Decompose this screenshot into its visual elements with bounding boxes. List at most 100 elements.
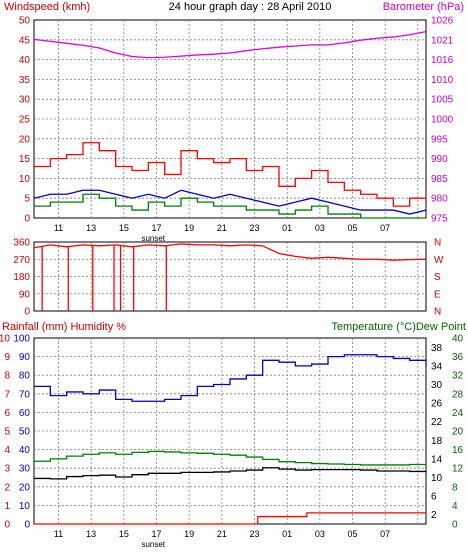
y-tick-label: 8 (4, 371, 10, 382)
y-tick-label: 4 (4, 445, 10, 456)
y-tick-label: 20 (452, 427, 464, 438)
y-tick-label: 0 (24, 307, 30, 318)
y-tick-label: 12 (452, 464, 464, 475)
y-tick-label: 180 (13, 272, 30, 283)
y-tick-label: 34 (431, 361, 443, 372)
humidity-line (34, 354, 427, 402)
y-tick-label: 20 (19, 482, 31, 493)
y-tick-label: 10 (19, 174, 31, 185)
y-tick-label: 50 (19, 16, 31, 27)
x-tick-label: 23 (249, 223, 259, 233)
y-tick-label: 10 (431, 473, 443, 484)
x-tick-label: 15 (119, 223, 129, 233)
x-tick-label: 23 (249, 529, 259, 539)
y-tick-label: 2 (4, 482, 10, 493)
y-tick-label: 270 (13, 255, 30, 266)
rain-humidity-temperature-panel: 0123456789100102030405060708090100048121… (0, 334, 464, 550)
y-tick-label: 0 (24, 520, 30, 531)
rain-humidity-axis-label: Rainfall (mm) Humidity % (2, 321, 126, 333)
sunset-label: sunset (141, 540, 165, 549)
y-tick-label: 980 (431, 194, 448, 205)
wind-lull-line (34, 193, 426, 219)
y-tick-label: 7 (4, 389, 10, 400)
x-tick-label: 13 (86, 223, 96, 233)
y-tick-label: 50 (19, 427, 31, 438)
y-tick-label: 10 (0, 334, 10, 345)
y-tick-label: 0 (24, 214, 30, 225)
y-tick-label: 995 (431, 134, 448, 145)
barometer-line (33, 31, 427, 59)
page-title: 24 hour graph day : 28 April 2010 (169, 1, 332, 13)
y-tick-label: 28 (452, 389, 464, 400)
y-tick-label: 40 (452, 334, 464, 345)
y-tick-label: 36 (452, 352, 464, 363)
y-tick-label: 1 (4, 501, 10, 512)
y-tick-label: 985 (431, 174, 448, 185)
y-tick-label: 35 (19, 75, 31, 86)
y-tick-label: 1026 (431, 16, 454, 27)
y-tick-label: 975 (431, 214, 448, 225)
y-tick-label: 32 (452, 371, 464, 382)
y-tick-label: 100 (13, 334, 30, 345)
windspeed-axis-label: Windspeed (kmh) (4, 1, 90, 13)
y-tick-label: 26 (431, 399, 443, 410)
x-tick-label: 05 (347, 529, 357, 539)
y-tick-label: 0 (452, 520, 458, 531)
barometer-axis-label: Barometer (hPa) (383, 1, 464, 13)
y-tick-label: 30 (19, 95, 31, 106)
y-tick-label: 22 (431, 417, 443, 428)
y-tick-label: 1010 (431, 75, 454, 86)
y-tick-label: 38 (431, 343, 443, 354)
y-tick-label: 90 (19, 352, 31, 363)
sunset-label: sunset (141, 234, 165, 243)
y-tick-label: 18 (431, 436, 443, 447)
y-tick-label: N (434, 238, 441, 249)
y-tick-label: 40 (19, 445, 31, 456)
x-tick-label: 15 (119, 529, 129, 539)
x-tick-label: 01 (282, 223, 292, 233)
y-tick-label: 16 (452, 445, 464, 456)
y-tick-label: 2 (431, 510, 437, 521)
y-tick-label: 5 (4, 427, 10, 438)
x-tick-label: 17 (151, 223, 161, 233)
y-tick-label: 45 (19, 35, 31, 46)
y-tick-label: 6 (431, 492, 437, 503)
wind-gust-line (34, 142, 426, 207)
x-tick-label: 17 (151, 529, 161, 539)
y-tick-label: 10 (19, 501, 31, 512)
y-tick-label: W (434, 255, 444, 266)
rainfall-line (34, 512, 426, 525)
y-tick-label: 0 (4, 520, 10, 531)
x-tick-label: 13 (86, 529, 96, 539)
wind-barometer-panel: 0510152025303540455097598098599099510001… (19, 16, 454, 244)
y-tick-label: 8 (452, 482, 458, 493)
y-tick-label: 30 (19, 464, 31, 475)
y-tick-label: 80 (19, 371, 31, 382)
y-tick-label: 25 (19, 115, 31, 126)
x-tick-label: 11 (54, 223, 63, 233)
x-tick-label: 21 (217, 223, 227, 233)
y-tick-label: E (434, 289, 441, 300)
y-tick-label: 60 (19, 408, 31, 419)
x-tick-label: 07 (380, 529, 390, 539)
y-tick-label: 14 (431, 454, 443, 465)
x-tick-label: 05 (347, 223, 357, 233)
y-tick-label: 1021 (431, 35, 454, 46)
y-tick-label: 30 (431, 380, 443, 391)
y-tick-label: 4 (452, 501, 458, 512)
y-tick-label: 990 (431, 154, 448, 165)
temperature-line (34, 450, 427, 466)
dewpoint-line (34, 467, 427, 480)
y-tick-label: 360 (13, 238, 30, 249)
y-tick-label: 70 (19, 389, 31, 400)
y-tick-label: 24 (452, 408, 464, 419)
y-tick-label: 9 (4, 352, 10, 363)
y-tick-label: 40 (19, 55, 31, 66)
x-tick-label: 01 (282, 529, 292, 539)
y-tick-label: 3 (4, 464, 10, 475)
x-tick-label: 07 (380, 223, 390, 233)
y-tick-label: S (434, 272, 441, 283)
x-tick-label: 11 (54, 529, 63, 539)
